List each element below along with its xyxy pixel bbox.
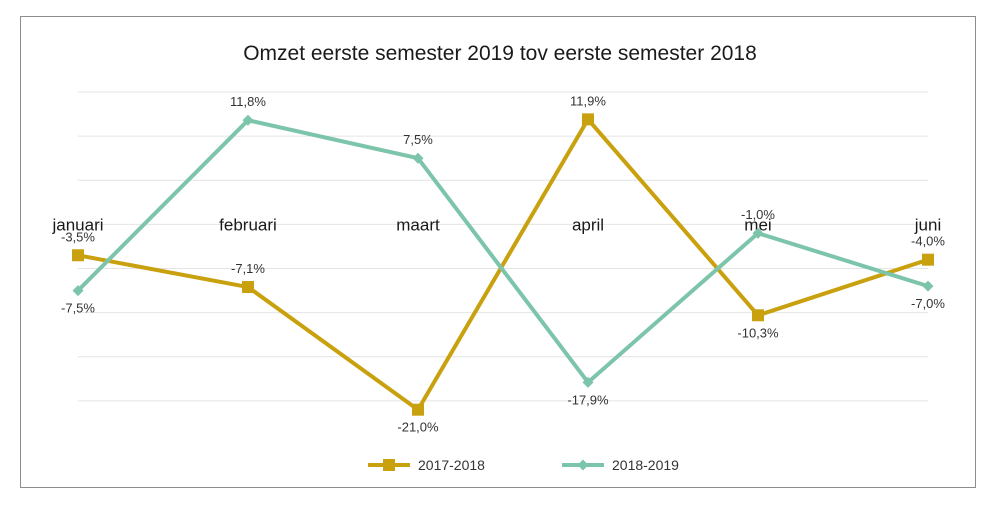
category-label: februari: [219, 215, 277, 234]
data-label: -1,0%: [741, 207, 775, 222]
data-point: [752, 227, 764, 239]
series-line-2018-2019: [76, 118, 929, 385]
data-point: [242, 114, 254, 126]
gridlines: [78, 91, 928, 402]
data-label: -4,0%: [911, 234, 945, 249]
data-point: [72, 285, 84, 297]
chart-title: Omzet eerste semester 2019 tov eerste se…: [243, 42, 757, 65]
legend: 2017-2018 2018-2019: [368, 457, 679, 473]
data-label: -7,5%: [61, 301, 95, 316]
legend-marker: [577, 459, 589, 471]
data-label: 7,5%: [403, 132, 433, 147]
series-lines: [76, 117, 929, 412]
category-labels: januari februari maart april mei juni: [51, 215, 941, 234]
data-point: [752, 309, 764, 322]
data-label: -7,0%: [911, 296, 945, 311]
data-point: [582, 113, 594, 126]
series-line-2017-2018: [77, 117, 929, 412]
data-label: -7,1%: [231, 261, 265, 276]
data-label: 11,8%: [230, 94, 266, 109]
data-point: [72, 249, 84, 262]
category-label: juni: [914, 215, 941, 234]
legend-label: 2017-2018: [418, 457, 485, 473]
data-label: -3,5%: [61, 229, 95, 244]
data-point: [582, 376, 594, 388]
data-point: [922, 280, 934, 292]
data-point: [922, 253, 934, 266]
data-label: -21,0%: [397, 420, 439, 435]
category-label: januari: [51, 215, 103, 234]
data-point: [242, 281, 254, 294]
category-label: maart: [396, 215, 440, 234]
data-labels: -3,5% -7,1% -21,0% 11,9% -10,3% -4,0% -7,5% 11,…: [61, 93, 945, 434]
data-label: 11,9%: [570, 93, 606, 108]
data-point: [412, 403, 424, 416]
category-label: april: [572, 215, 604, 234]
data-label: -10,3%: [737, 325, 779, 340]
data-markers: [72, 113, 934, 416]
data-label: -17,9%: [567, 392, 609, 407]
legend-marker: [383, 459, 395, 471]
category-label: mei: [744, 215, 771, 234]
legend-label: 2018-2019: [612, 457, 679, 473]
data-point: [412, 152, 424, 164]
